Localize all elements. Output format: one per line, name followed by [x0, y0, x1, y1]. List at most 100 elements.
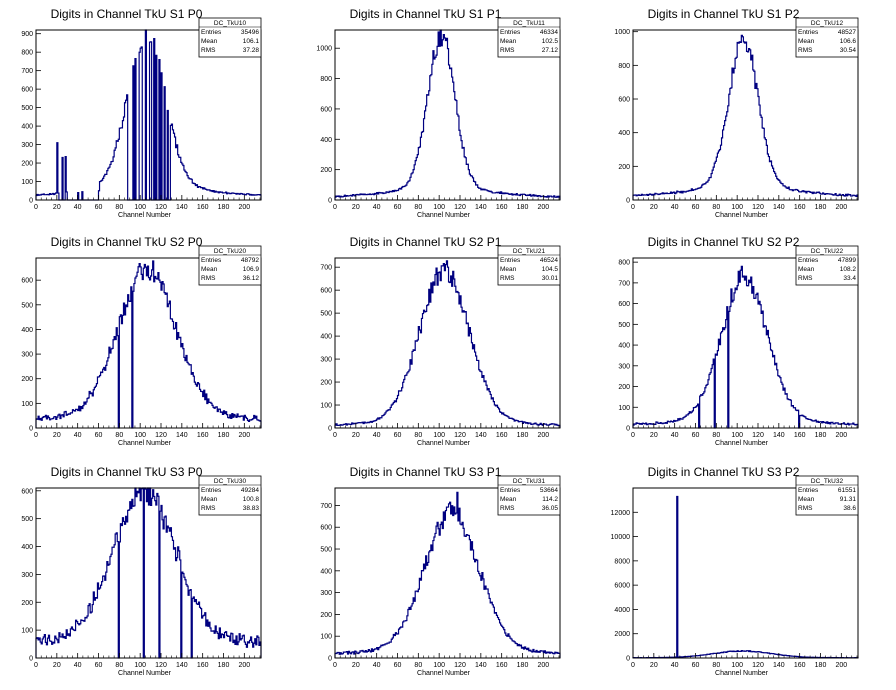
x-tick-label: 160 — [794, 432, 806, 439]
stats-value: 46334 — [540, 29, 558, 36]
stats-label: Mean — [798, 496, 815, 503]
x-tick-label: 200 — [835, 432, 847, 439]
y-tick-label: 700 — [618, 280, 630, 287]
x-tick-label: 0 — [631, 662, 635, 669]
y-tick-label: 200 — [320, 167, 332, 174]
stats-value: 102.5 — [542, 38, 559, 45]
stats-value: 38.83 — [243, 505, 260, 512]
y-tick-label: 600 — [320, 106, 332, 113]
y-tick-label: 0 — [29, 198, 33, 205]
stats-frame — [497, 475, 561, 516]
x-tick-label: 120 — [454, 662, 466, 669]
x-axis-label: Channel Number — [417, 440, 471, 447]
stats-value: 38.6 — [843, 505, 856, 512]
x-tick-label: 200 — [537, 204, 549, 211]
x-tick-label: 60 — [394, 204, 402, 211]
stats-frame — [497, 245, 561, 286]
stats-label: RMS — [201, 505, 216, 512]
stats-label: Entries — [500, 257, 521, 264]
histogram-series — [632, 495, 859, 659]
stats-value: 108.2 — [840, 266, 857, 273]
x-tick-label: 40 — [74, 432, 82, 439]
x-tick-label: 180 — [218, 662, 230, 669]
x-tick-label: 40 — [671, 432, 679, 439]
stats-box: DC_TkU30 Entries 49284 Mean 100.8 RMS 38.83 — [198, 475, 262, 516]
x-tick-label: 60 — [95, 432, 103, 439]
y-tick-label: 400 — [618, 130, 630, 137]
x-tick-label: 160 — [794, 204, 806, 211]
x-tick-label: 120 — [454, 204, 466, 211]
y-tick-label: 100 — [21, 628, 33, 635]
x-tick-label: 100 — [433, 432, 445, 439]
x-tick-label: 20 — [352, 662, 360, 669]
y-tick-label: 800 — [618, 260, 630, 267]
y-tick-label: 200 — [618, 384, 630, 391]
y-tick-label: 700 — [320, 265, 332, 272]
x-tick-label: 180 — [815, 432, 827, 439]
stats-label: RMS — [798, 505, 813, 512]
x-axis-label: Channel Number — [715, 212, 769, 219]
x-tick-label: 60 — [692, 432, 700, 439]
stats-box: DC_TkU10 Entries 35496 Mean 106.1 RMS 37.28 — [198, 17, 262, 58]
histogram-series — [632, 34, 859, 200]
y-tick-label: 1000 — [614, 29, 630, 36]
y-tick-label: 400 — [320, 137, 332, 144]
y-tick-label: 400 — [21, 327, 33, 334]
stats-value: 91.31 — [840, 496, 857, 503]
stats-box: DC_TkU22 Entries 47899 Mean 108.2 RMS 33.4 — [795, 245, 859, 286]
y-tick-label: 900 — [21, 31, 33, 38]
y-tick-label: 500 — [21, 302, 33, 309]
x-axis-label: Channel Number — [118, 440, 172, 447]
x-tick-label: 200 — [238, 432, 250, 439]
y-tick-label: 300 — [21, 352, 33, 359]
stats-label: Entries — [798, 487, 819, 494]
x-tick-label: 120 — [454, 432, 466, 439]
x-tick-label: 60 — [394, 662, 402, 669]
x-tick-label: 40 — [671, 204, 679, 211]
x-axis-label: Channel Number — [715, 440, 769, 447]
y-tick-label: 300 — [618, 363, 630, 370]
stats-frame — [795, 245, 859, 286]
stats-label: RMS — [201, 275, 216, 282]
x-tick-label: 120 — [752, 662, 764, 669]
plot-frame — [334, 257, 561, 429]
stats-label: RMS — [798, 275, 813, 282]
x-axis-label: Channel Number — [715, 670, 769, 677]
stats-label: RMS — [798, 47, 813, 54]
plot-frame — [334, 29, 561, 201]
stats-name: DC_TkU10 — [214, 20, 247, 27]
stats-value: 106.9 — [243, 266, 260, 273]
stats-frame — [795, 17, 859, 58]
panel-title: Digits in Channel TkU S1 P1 — [350, 7, 502, 21]
histogram-series — [35, 260, 262, 429]
x-tick-label: 20 — [650, 432, 658, 439]
histogram-panel: Digits in Channel TkU S1 P2 0 20 40 60 80 100 1… — [614, 7, 859, 219]
y-tick-label: 2000 — [614, 631, 630, 638]
x-tick-label: 0 — [34, 204, 38, 211]
y-tick-label: 600 — [320, 525, 332, 532]
stats-box: DC_TkU12 Entries 48527 Mean 106.6 RMS 30.54 — [795, 17, 859, 58]
y-tick-label: 600 — [320, 288, 332, 295]
y-tick-label: 400 — [21, 544, 33, 551]
x-tick-label: 180 — [517, 662, 529, 669]
y-tick-label: 600 — [618, 301, 630, 308]
x-tick-label: 160 — [197, 662, 209, 669]
x-tick-label: 60 — [95, 204, 103, 211]
x-tick-label: 160 — [197, 432, 209, 439]
x-tick-label: 140 — [475, 204, 487, 211]
plot-frame — [632, 29, 859, 201]
y-tick-label: 500 — [21, 105, 33, 112]
x-tick-label: 0 — [631, 204, 635, 211]
x-tick-label: 140 — [176, 204, 188, 211]
x-tick-label: 80 — [712, 432, 720, 439]
plot-frame — [35, 29, 262, 201]
x-tick-label: 120 — [155, 204, 167, 211]
stats-label: Mean — [798, 38, 815, 45]
x-tick-label: 200 — [537, 432, 549, 439]
stats-label: Mean — [201, 38, 218, 45]
x-tick-label: 140 — [176, 432, 188, 439]
y-tick-label: 400 — [21, 124, 33, 131]
y-tick-label: 800 — [320, 76, 332, 83]
stats-name: DC_TkU11 — [513, 20, 545, 27]
